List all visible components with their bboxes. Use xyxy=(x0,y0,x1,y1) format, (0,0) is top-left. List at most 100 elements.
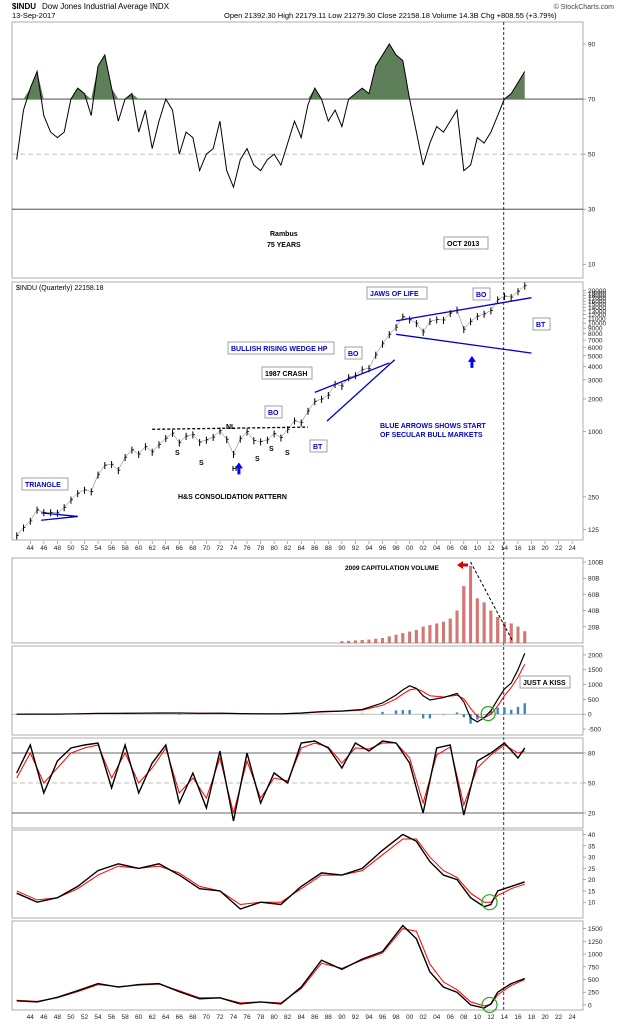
bottom-xtick-label: 62 xyxy=(149,1014,157,1021)
price-xtick-label: 84 xyxy=(298,545,306,552)
rsi-tick-label: 10 xyxy=(588,262,596,269)
bottom-xtick-label: 96 xyxy=(379,1014,387,1021)
indicator-1-tick-label: 10 xyxy=(588,900,596,907)
volume-bar xyxy=(353,640,357,644)
bottom-xtick-label: 02 xyxy=(420,1014,428,1021)
price-panel: $INDU (Quarterly) 22158.1812525010002000… xyxy=(11,22,606,1012)
volume-bar xyxy=(523,631,527,644)
price-xtick-label: 98 xyxy=(392,545,400,552)
price-xtick-label: 78 xyxy=(257,545,265,552)
rsi-panel: 10 30 50 70 90 xyxy=(11,21,596,279)
price-xtick-label: 48 xyxy=(54,545,62,552)
price-xtick-label: 44 xyxy=(27,545,35,552)
price-title: $INDU (Quarterly) 22158.18 xyxy=(16,285,104,292)
bottom-xtick-label: 14 xyxy=(501,1014,509,1021)
bottom-xtick-label: 82 xyxy=(284,1014,292,1021)
macd-tick-label: 0 xyxy=(588,712,592,719)
secular-bull-arrow-1974 xyxy=(234,462,243,475)
stochastic-tick-label: 20 xyxy=(588,811,596,818)
macd-histogram-bar xyxy=(401,710,405,715)
blue-arrows-note-2: OF SECULAR BULL MARKETS xyxy=(380,432,483,439)
price-xtick-label: 68 xyxy=(189,545,197,552)
macd-histogram-bar xyxy=(489,710,493,715)
triangle-lower xyxy=(41,515,78,521)
price-tick-label: 3000 xyxy=(588,377,603,384)
macd-signal-line xyxy=(16,664,526,719)
macd-histogram-bar xyxy=(510,709,513,715)
price-xtick-label: 14 xyxy=(501,545,509,552)
price-xtick-label: 16 xyxy=(514,545,522,552)
price-xtick-label: 06 xyxy=(447,545,455,552)
price-tick-label: 4000 xyxy=(588,364,603,371)
shoulder-label-2: S xyxy=(199,460,204,467)
bottom-xtick-label: 58 xyxy=(121,1014,129,1021)
indicator-2-tick-label: 500 xyxy=(588,977,599,984)
price-xtick-label: 08 xyxy=(460,545,468,552)
macd-histogram-bar xyxy=(523,703,526,715)
macd-tick-label: 500 xyxy=(588,697,599,704)
macd-histogram-bar xyxy=(381,711,384,715)
volume-bar xyxy=(421,626,425,644)
indicator-1-panel: 10 15 20 25 30 35 40 xyxy=(11,829,596,919)
price-xtick-label: 92 xyxy=(352,545,360,552)
bottom-xtick-label: 84 xyxy=(298,1014,306,1021)
price-tick-label: 12000 xyxy=(588,312,606,319)
crash-label-box xyxy=(261,366,313,380)
oct2013-label-box xyxy=(443,236,489,250)
indicator-1-tick-label: 25 xyxy=(588,866,596,873)
indicator-2-frame xyxy=(11,920,584,1011)
bottom-xtick-label: 44 xyxy=(27,1014,35,1021)
indicator-2-line xyxy=(16,924,525,1009)
macd-cross-highlight xyxy=(480,706,496,722)
price-xtick-label: 20 xyxy=(541,545,549,552)
bottom-xtick-label: 88 xyxy=(325,1014,333,1021)
price-xtick-label: 46 xyxy=(40,545,48,552)
rsi-tick-label: 90 xyxy=(588,42,596,49)
bottom-xtick-label: 76 xyxy=(243,1014,251,1021)
volume-bar xyxy=(428,625,432,644)
macd-histogram-bar xyxy=(469,714,472,724)
price-xtick-label: 18 xyxy=(528,545,536,552)
volume-bar xyxy=(347,640,351,644)
bt-label-box-1 xyxy=(309,439,328,453)
secular-bull-arrow-2009 xyxy=(467,355,476,368)
bottom-xtick-label: 90 xyxy=(338,1014,346,1021)
bottom-xtick-label: 00 xyxy=(406,1014,414,1021)
volume-bar xyxy=(489,610,493,644)
volume-bar xyxy=(482,602,486,644)
volume-bar xyxy=(374,638,378,644)
bo-label-box-3 xyxy=(472,287,491,301)
triangle-upper xyxy=(41,512,78,518)
oct2013-label: OCT 2013 xyxy=(447,241,479,248)
jaws-label: JAWS OF LIFE xyxy=(370,291,419,298)
volume-tick-label: 20B xyxy=(588,624,600,631)
volume-tick-label: 100B xyxy=(588,560,603,567)
bottom-xtick-label: 74 xyxy=(230,1014,238,1021)
volume-tick-label: 60B xyxy=(588,592,600,599)
bottom-xtick-label: 16 xyxy=(514,1014,522,1021)
stochastic-k-line xyxy=(16,740,526,822)
price-xtick-label: 70 xyxy=(203,545,211,552)
rsi-line xyxy=(16,43,526,189)
header-watermark: © StockCharts.com xyxy=(554,3,615,11)
kiss-label-box xyxy=(519,675,571,689)
macd-histogram-bar xyxy=(462,714,465,718)
volume-bar xyxy=(502,621,506,644)
price-xtick-label: 66 xyxy=(176,545,184,552)
bottom-xtick-label: 78 xyxy=(257,1014,265,1021)
macd-histogram-bar xyxy=(516,706,520,715)
indicator-1-tick-label: 30 xyxy=(588,855,596,862)
bottom-xtick-label: 64 xyxy=(162,1014,170,1021)
bt-label-2: BT xyxy=(536,322,546,329)
shoulder-label-4: S xyxy=(269,446,274,453)
volume-bar xyxy=(387,636,391,644)
bottom-xtick-label: 22 xyxy=(555,1014,563,1021)
price-xtick-label: 22 xyxy=(555,545,563,552)
price-xtick-label: 82 xyxy=(284,545,292,552)
price-annotations: TRIANGLE NL S S H S S S BO BT 1987 CRASH… xyxy=(21,231,571,689)
indicator-1-signal-line xyxy=(16,838,525,906)
price-tick-label: 11000 xyxy=(588,316,606,323)
price-xtick-label: 96 xyxy=(379,545,387,552)
jaws-upper xyxy=(395,297,532,322)
